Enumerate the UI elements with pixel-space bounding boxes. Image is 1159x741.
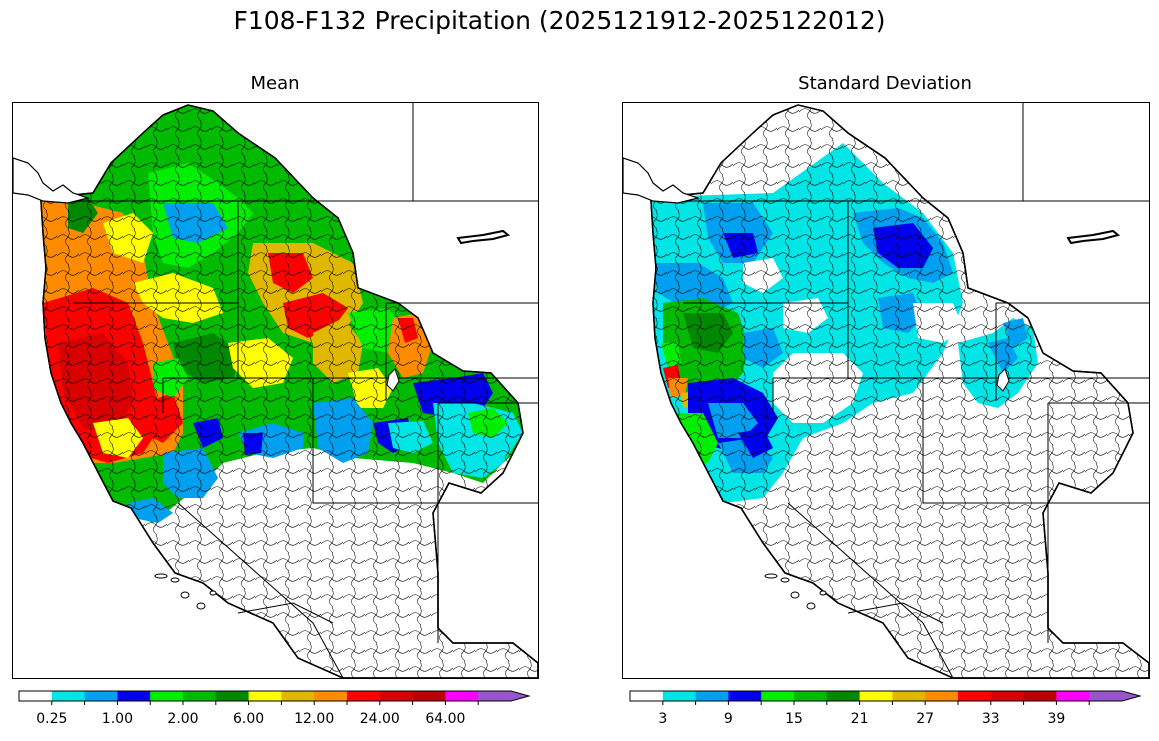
colorbar-tick-label: 1.00 xyxy=(101,711,133,727)
colorbar-bin xyxy=(215,691,250,701)
colorbar-tick-label: 0.25 xyxy=(36,711,68,727)
mean-panel-title: Mean xyxy=(250,73,300,94)
figure-title: F108-F132 Precipitation (2025121912-2025… xyxy=(233,6,886,35)
colorbar-tick-label: 27 xyxy=(916,711,935,727)
colorbar-bin xyxy=(150,691,184,701)
colorbar-bin xyxy=(958,691,992,701)
colorbar-bin xyxy=(117,691,151,701)
colorbar-bin xyxy=(859,691,893,701)
colorbar-tick-label: 3 xyxy=(658,711,668,727)
colorbar-bin xyxy=(1023,691,1057,701)
colorbar-bin xyxy=(1056,691,1090,701)
colorbar-bin xyxy=(51,691,86,701)
colorbar-bin xyxy=(478,691,529,701)
std-dev-colorbar-scale xyxy=(629,690,1142,705)
colorbar-bin xyxy=(84,691,118,701)
colorbar-tick-label: 39 xyxy=(1047,711,1066,727)
colorbar-bin xyxy=(412,691,446,701)
mean-colorbar-scale xyxy=(18,690,531,705)
std-dev-colorbar: 3 9 15 21 27 33 39 xyxy=(629,689,1142,734)
colorbar-tick-label: 2.00 xyxy=(167,711,199,727)
colorbar-bin xyxy=(1089,691,1140,701)
colorbar-tick-label: 12.00 xyxy=(294,711,335,727)
colorbar-bin xyxy=(248,691,282,701)
colorbar-outline xyxy=(629,690,1142,702)
colorbar-bin xyxy=(445,691,479,701)
colorbar-bin xyxy=(761,691,795,701)
mean-colorbar: 0.25 1.00 2.00 6.00 12.00 24.00 64.00 xyxy=(18,689,531,734)
colorbar-tick-label: 64.00 xyxy=(425,711,466,727)
colorbar-bin xyxy=(314,691,348,701)
colorbar-tick-label: 15 xyxy=(785,711,803,727)
colorbar-bin xyxy=(892,691,926,701)
colorbar-tick-label: 9 xyxy=(723,711,733,727)
colorbar-outline xyxy=(18,690,531,702)
std-dev-panel-title: Standard Deviation xyxy=(798,73,972,94)
colorbar-bin xyxy=(183,691,217,701)
colorbar-bin xyxy=(826,691,861,701)
colorbar-bin xyxy=(379,691,414,701)
colorbar-bin xyxy=(347,691,381,701)
colorbar-bin xyxy=(630,691,664,701)
colorbar-bin xyxy=(794,691,828,701)
colorbar-bin xyxy=(728,691,762,701)
colorbar-bin xyxy=(695,691,729,701)
colorbar-bin xyxy=(281,691,315,701)
colorbar-bin xyxy=(19,691,53,701)
colorbar-tick-label: 21 xyxy=(850,711,869,727)
colorbar-tick-label: 33 xyxy=(981,711,1000,727)
mean-precipitation-map xyxy=(12,102,539,679)
colorbar-bin xyxy=(925,691,959,701)
colorbar-tick-label: 24.00 xyxy=(359,711,400,727)
colorbar-bin xyxy=(990,691,1025,701)
colorbar-bin xyxy=(662,691,697,701)
std-dev-precipitation-map xyxy=(622,102,1150,679)
colorbar-tick-label: 6.00 xyxy=(233,711,265,727)
